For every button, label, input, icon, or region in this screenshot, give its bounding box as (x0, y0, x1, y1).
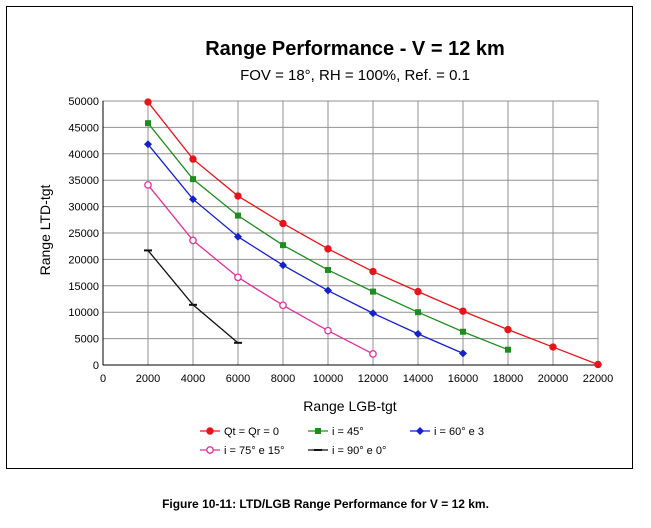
data-point (460, 328, 466, 335)
y-axis-label: Range LTD-tgt (37, 184, 53, 275)
data-point (459, 307, 467, 315)
y-tick-label: 30000 (68, 202, 99, 214)
y-tick-label: 20000 (68, 254, 99, 266)
x-tick-label: 0 (100, 373, 106, 385)
x-tick-label: 16000 (448, 373, 479, 385)
chart-subtitle: FOV = 18°, RH = 100%, Ref. = 0.1 (240, 67, 470, 84)
legend-marker (206, 446, 214, 454)
data-point (279, 301, 287, 310)
chart-title: Range Performance - V = 12 km (205, 38, 505, 60)
data-point (189, 155, 197, 163)
data-point (414, 329, 422, 338)
data-point (505, 346, 511, 353)
legend-label: Qt = Qr = 0 (224, 426, 279, 438)
legend-marker (416, 427, 424, 435)
series-line (147, 143, 464, 354)
x-tick-label: 14000 (403, 373, 434, 385)
y-tick-label: 10000 (68, 307, 99, 319)
data-point (145, 120, 151, 127)
data-point (190, 176, 196, 183)
data-point (415, 309, 421, 316)
y-tick-label: 45000 (68, 122, 99, 134)
y-tick-label: 15000 (68, 281, 99, 293)
data-point (594, 360, 602, 369)
data-point (369, 350, 377, 358)
data-point (504, 325, 512, 334)
legend-label: i = 90° e 0° (332, 445, 386, 457)
data-point (324, 286, 332, 295)
data-point (144, 181, 152, 189)
data-point (234, 273, 242, 282)
legend-label: i = 45° (332, 426, 364, 438)
data-point (189, 236, 197, 245)
data-point (324, 326, 332, 335)
legend-label: i = 60° e 3 (434, 426, 484, 438)
x-tick-label: 10000 (313, 373, 344, 385)
data-point (459, 349, 467, 358)
data-point (234, 192, 242, 200)
data-point (370, 288, 376, 295)
x-tick-label: 2000 (136, 373, 160, 385)
data-point (189, 195, 197, 204)
y-tick-label: 5000 (75, 334, 99, 346)
data-point (325, 266, 331, 273)
series-layer (144, 98, 602, 369)
x-tick-label: 8000 (271, 373, 295, 385)
data-point (369, 309, 377, 318)
data-point (144, 98, 152, 106)
data-point (279, 261, 287, 270)
y-tick-label: 0 (93, 360, 99, 372)
figure-caption: Figure 10-11: LTD/LGB Range Performance … (162, 497, 489, 511)
y-tick-label: 35000 (68, 175, 99, 187)
data-point (280, 242, 286, 249)
data-point (549, 343, 557, 351)
x-axis-label: Range LGB-tgt (303, 398, 396, 414)
x-tick-label: 18000 (493, 373, 524, 385)
legend-label: i = 75° e 15° (224, 445, 284, 457)
y-tick-label: 40000 (68, 149, 99, 161)
legend-marker (206, 427, 214, 435)
data-point (279, 219, 287, 228)
x-tick-label: 4000 (181, 373, 205, 385)
legend-marker (315, 428, 321, 434)
data-point (235, 212, 241, 219)
y-tick-label: 50000 (68, 96, 99, 108)
series-line (147, 184, 374, 355)
data-point (369, 267, 377, 276)
data-point (234, 232, 242, 241)
x-tick-label: 12000 (358, 373, 389, 385)
data-point (144, 140, 152, 149)
legend: Qt = Qr = 0 i = 45° i = 60° e 3 i = 75° e 1… (200, 426, 484, 457)
data-point (414, 287, 422, 296)
y-tick-label: 25000 (68, 228, 99, 240)
data-point (324, 245, 332, 253)
x-tick-label: 6000 (226, 373, 250, 385)
x-tick-label: 22000 (583, 373, 614, 385)
x-tick-label: 20000 (538, 373, 569, 385)
axes: 0 2000 4000 6000 8000 10000 12000 14000 16000 180… (68, 96, 613, 385)
